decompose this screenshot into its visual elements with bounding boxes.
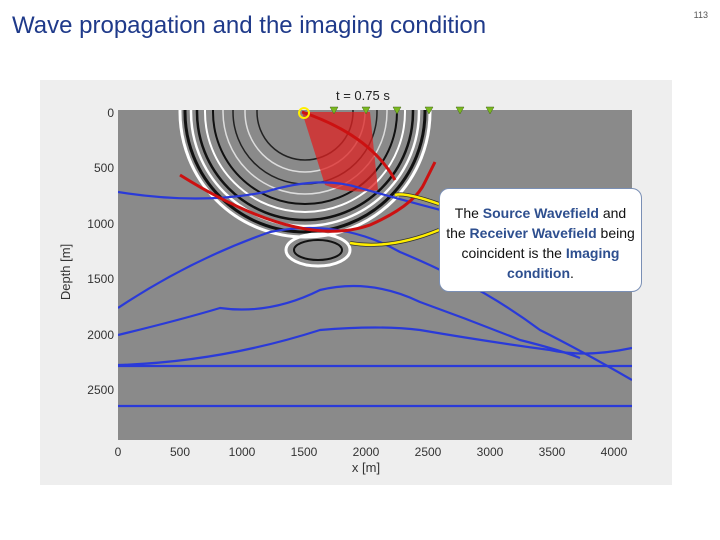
y-tick-label: 1000 <box>87 217 114 231</box>
y-tick-label: 2000 <box>87 328 114 342</box>
x-tick-label: 3500 <box>539 445 566 459</box>
x-tick-label: 2500 <box>415 445 442 459</box>
callout-text: being coincident is the <box>461 225 635 261</box>
receiver-markers <box>329 106 495 115</box>
y-axis-ticks: 0 500 1000 1500 2000 2500 <box>87 106 114 397</box>
x-axis-label: x [m] <box>352 460 380 475</box>
y-tick-label: 1500 <box>87 272 114 286</box>
callout-text: . <box>570 265 574 281</box>
imaging-condition-term: Imaging condition <box>507 245 620 281</box>
reflected-pulse <box>284 232 352 268</box>
slide-title: Wave propagation and the imaging conditi… <box>12 12 487 39</box>
y-tick-label: 500 <box>94 161 114 175</box>
imaging-condition-callout: The Source Wavefield and the Receiver Wa… <box>439 188 642 292</box>
receiver-wavefield-term: Receiver Wavefield <box>469 225 597 241</box>
page-number: 113 <box>693 10 708 20</box>
x-tick-label: 3000 <box>477 445 504 459</box>
x-tick-label: 2000 <box>353 445 380 459</box>
y-tick-label: 2500 <box>87 383 114 397</box>
receiver-wavefield-region <box>302 112 378 192</box>
x-tick-label: 1000 <box>229 445 256 459</box>
time-label: t = 0.75 s <box>336 88 390 103</box>
x-tick-label: 1500 <box>291 445 318 459</box>
arrow-to-source <box>394 193 440 206</box>
x-tick-label: 500 <box>170 445 190 459</box>
arrow-to-receiver <box>349 228 440 247</box>
x-tick-label: 4000 <box>601 445 628 459</box>
source-wavefield-term: Source Wavefield <box>482 205 599 221</box>
x-tick-label: 0 <box>115 445 122 459</box>
y-axis-label: Depth [m] <box>58 244 73 300</box>
x-axis-ticks: 0 500 1000 1500 2000 2500 3000 3500 4000 <box>115 445 628 459</box>
callout-text: The <box>454 205 483 221</box>
y-tick-label: 0 <box>107 106 114 120</box>
reflected-pulse-inner <box>293 239 343 261</box>
callout-text: and the <box>446 205 627 241</box>
source-marker <box>298 107 310 119</box>
receiver-wavefront-arc <box>301 110 397 181</box>
